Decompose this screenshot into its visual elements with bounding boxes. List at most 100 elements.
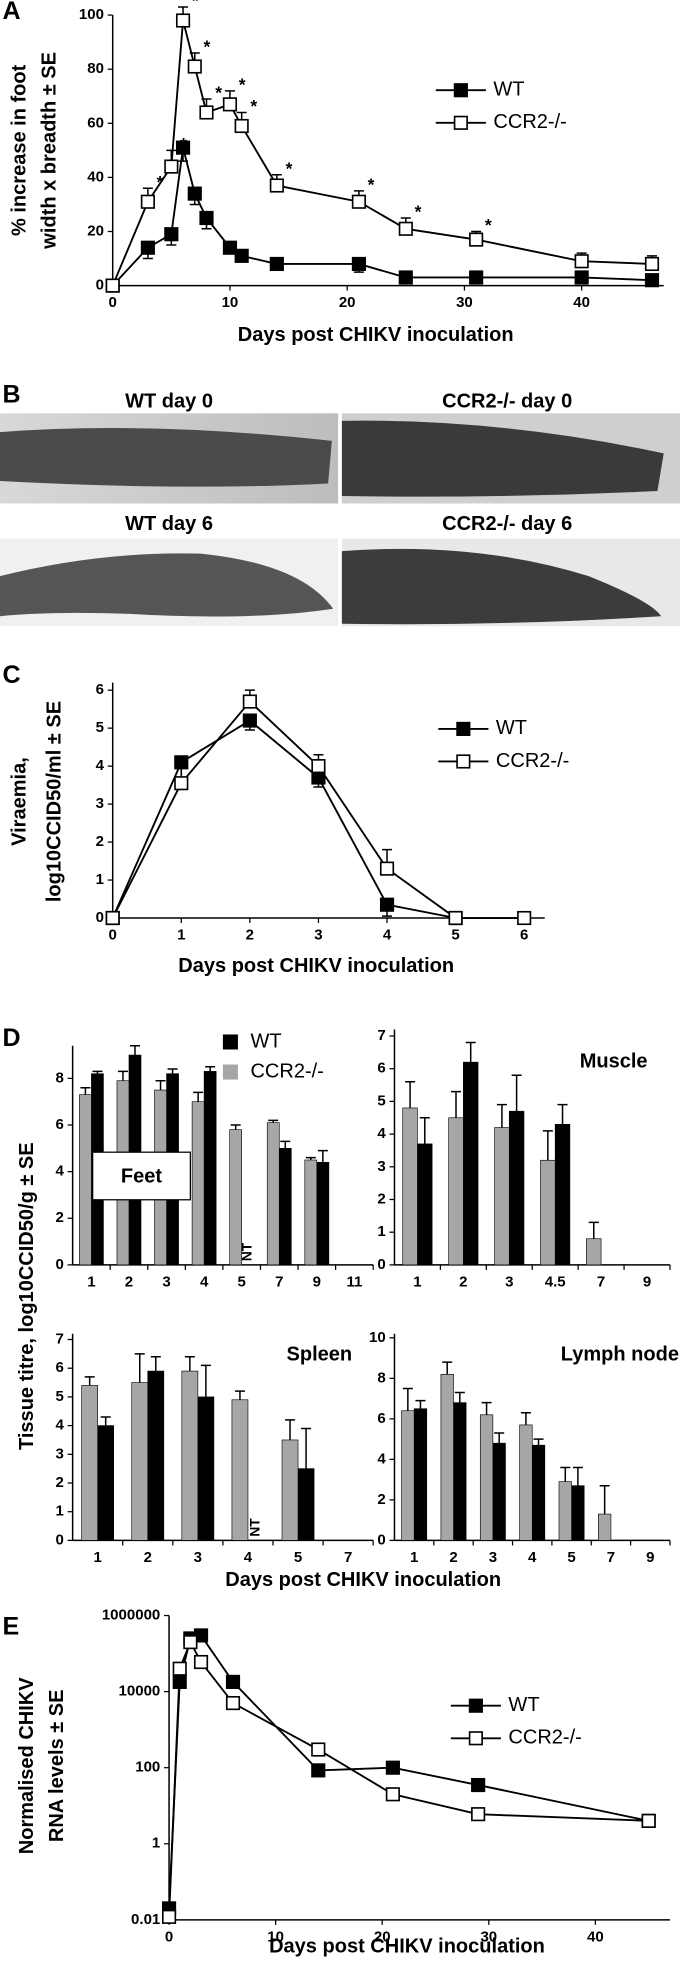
x-tick-label: 7 bbox=[597, 1273, 605, 1290]
point bbox=[448, 910, 463, 926]
x-tick-label: 5 bbox=[567, 1549, 575, 1566]
photo bbox=[0, 413, 339, 504]
point bbox=[311, 1742, 326, 1757]
y-tick-label: 2 bbox=[56, 1474, 64, 1491]
point bbox=[234, 248, 249, 263]
photo bbox=[341, 538, 680, 627]
bar bbox=[81, 1385, 98, 1541]
point bbox=[174, 776, 189, 791]
x-tick-label: 9 bbox=[313, 1273, 321, 1290]
x-tick-label: 3 bbox=[194, 1549, 202, 1566]
x-tick-label: 4 bbox=[200, 1273, 209, 1290]
point bbox=[641, 1813, 656, 1828]
x-tick-label: 5 bbox=[451, 927, 459, 944]
x-tick-label: 30 bbox=[456, 294, 473, 311]
bar bbox=[181, 1370, 199, 1541]
error-bar bbox=[268, 1119, 279, 1123]
error-bar bbox=[150, 1355, 161, 1372]
panel-letter: E bbox=[3, 1613, 20, 1641]
bar bbox=[540, 1159, 556, 1266]
photo-title: WT day 0 bbox=[125, 390, 213, 412]
y-tick-label: 60 bbox=[87, 114, 104, 131]
x-tick-label: 1 bbox=[413, 1273, 421, 1290]
error-bar bbox=[230, 1124, 241, 1130]
legend-marker bbox=[456, 721, 471, 736]
point bbox=[225, 1674, 241, 1689]
legend-label: WT bbox=[493, 79, 524, 101]
significance-mark: * bbox=[215, 83, 222, 103]
significance-mark: * bbox=[157, 172, 164, 192]
bar bbox=[492, 1442, 506, 1541]
y-axis-title: Normalised CHIKV bbox=[16, 1677, 38, 1854]
y-tick-label: 2 bbox=[377, 1491, 385, 1508]
error-bar bbox=[494, 1432, 505, 1444]
point bbox=[242, 694, 257, 709]
bar bbox=[413, 1408, 428, 1541]
x-tick-label: 9 bbox=[646, 1549, 654, 1566]
point bbox=[242, 713, 257, 728]
y-tick-label: 6 bbox=[56, 1116, 64, 1133]
bar bbox=[479, 1414, 494, 1541]
point bbox=[471, 1807, 486, 1822]
legend-marker bbox=[222, 1064, 238, 1080]
error-bar bbox=[317, 1149, 328, 1163]
bar bbox=[229, 1129, 243, 1266]
legend-marker bbox=[468, 1698, 483, 1713]
bar bbox=[266, 1122, 280, 1266]
x-tick-label: 10 bbox=[267, 1928, 284, 1945]
error-bar bbox=[167, 1068, 178, 1074]
x-axis-title: Days post CHIKV inoculation bbox=[178, 955, 454, 977]
error-bar bbox=[442, 1361, 453, 1375]
error-bar bbox=[301, 1427, 312, 1469]
significance-mark: * bbox=[180, 134, 187, 154]
x-tick-label: 6 bbox=[520, 927, 528, 944]
point bbox=[225, 1695, 241, 1711]
y-tick-label: 100 bbox=[135, 1759, 160, 1776]
point bbox=[311, 1763, 326, 1778]
legend-label: CCR2-/- bbox=[250, 1060, 323, 1082]
x-tick-label: 1 bbox=[93, 1549, 101, 1566]
legend-marker bbox=[468, 1731, 483, 1746]
y-tick-label: 4 bbox=[377, 1125, 386, 1142]
point bbox=[187, 59, 202, 74]
legend-label: CCR2-/- bbox=[496, 750, 569, 772]
significance-mark: * bbox=[204, 37, 211, 57]
point bbox=[105, 910, 120, 926]
error-bar bbox=[84, 1376, 95, 1386]
bar bbox=[448, 1117, 464, 1266]
y-tick-label: 0 bbox=[56, 1256, 64, 1273]
error-bar bbox=[496, 1103, 507, 1128]
y-tick-label: 6 bbox=[377, 1060, 385, 1077]
x-tick-label: 3 bbox=[489, 1549, 497, 1566]
bar bbox=[131, 1382, 149, 1541]
y-tick-label: 2 bbox=[56, 1209, 64, 1226]
y-tick-label: 1000000 bbox=[102, 1607, 160, 1624]
significance-mark: * bbox=[415, 202, 422, 222]
y-axis-title: width x breadth ± SE bbox=[38, 52, 60, 250]
point bbox=[385, 1760, 400, 1775]
legend-label: WT bbox=[496, 717, 527, 739]
error-bar bbox=[305, 1156, 316, 1160]
x-tick-label: 4 bbox=[383, 927, 392, 944]
y-tick-label: 1 bbox=[96, 871, 104, 888]
error-bar bbox=[234, 1390, 245, 1400]
x-tick-label: 11 bbox=[346, 1273, 362, 1290]
point bbox=[644, 273, 660, 288]
significance-mark: * bbox=[192, 0, 199, 11]
y-tick-label: 1 bbox=[152, 1835, 160, 1852]
bar bbox=[554, 1123, 571, 1266]
panel-letter: C bbox=[3, 661, 21, 689]
error-bar bbox=[200, 1364, 211, 1397]
error-bar bbox=[542, 1130, 553, 1161]
y-tick-label: 1 bbox=[56, 1503, 64, 1520]
error-bar bbox=[402, 1387, 413, 1411]
point bbox=[385, 1787, 400, 1802]
significance-mark: * bbox=[368, 175, 375, 195]
subplot-title: Lymph node bbox=[561, 1343, 679, 1365]
x-tick-label: 10 bbox=[222, 294, 239, 311]
x-tick-label: 3 bbox=[314, 927, 322, 944]
line bbox=[168, 1634, 649, 1909]
error-bar bbox=[100, 1416, 111, 1426]
y-axis-title: RNA levels ± SE bbox=[46, 1689, 68, 1842]
